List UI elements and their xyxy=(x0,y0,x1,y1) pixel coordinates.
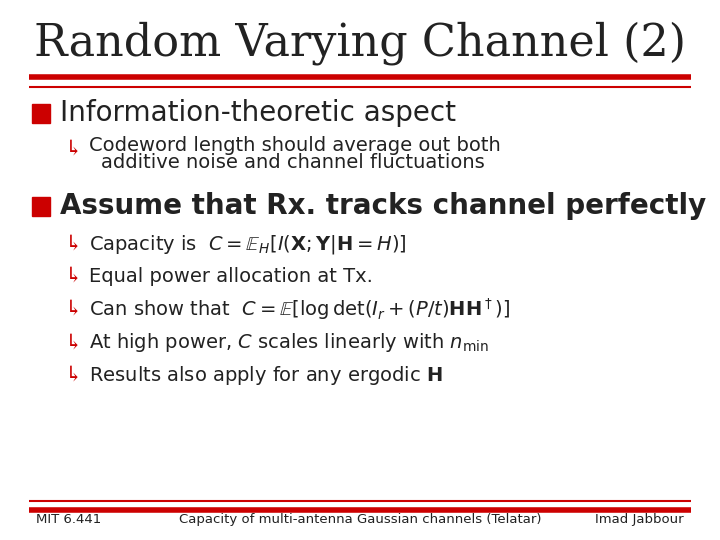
Text: ↳: ↳ xyxy=(65,333,82,353)
Text: ↳: ↳ xyxy=(65,366,82,385)
Text: Equal power allocation at Tx.: Equal power allocation at Tx. xyxy=(89,267,372,286)
Text: Information-theoretic aspect: Information-theoretic aspect xyxy=(60,99,456,127)
Text: Imad Jabbour: Imad Jabbour xyxy=(595,513,684,526)
Text: Codeword length should average out both: Codeword length should average out both xyxy=(89,136,500,156)
Text: MIT 6.441: MIT 6.441 xyxy=(36,513,102,526)
FancyBboxPatch shape xyxy=(32,197,50,216)
Text: Assume that Rx. tracks channel perfectly: Assume that Rx. tracks channel perfectly xyxy=(60,192,706,220)
Text: Capacity is  $C = \mathbb{E}_H[I(\mathbf{X}; \mathbf{Y}|\mathbf{H} = H)]$: Capacity is $C = \mathbb{E}_H[I(\mathbf{… xyxy=(89,233,406,255)
Text: Can show that  $C = \mathbb{E}[\log\det(I_r + (P/t)\mathbf{H}\mathbf{H}^\dagger): Can show that $C = \mathbb{E}[\log\det(I… xyxy=(89,296,510,322)
Text: ↳: ↳ xyxy=(65,139,82,159)
Text: ↳: ↳ xyxy=(65,299,82,319)
Text: ↳: ↳ xyxy=(65,267,82,286)
Text: additive noise and channel fluctuations: additive noise and channel fluctuations xyxy=(101,152,485,172)
Text: Random Varying Channel (2): Random Varying Channel (2) xyxy=(34,22,686,65)
Text: Results also apply for any ergodic $\mathbf{H}$: Results also apply for any ergodic $\mat… xyxy=(89,364,442,387)
FancyBboxPatch shape xyxy=(32,104,50,123)
Text: At high power, $C$ scales linearly with $n_{\mathrm{min}}$: At high power, $C$ scales linearly with … xyxy=(89,332,488,354)
Text: Capacity of multi-antenna Gaussian channels (Telatar): Capacity of multi-antenna Gaussian chann… xyxy=(179,513,541,526)
Text: ↳: ↳ xyxy=(65,234,82,254)
